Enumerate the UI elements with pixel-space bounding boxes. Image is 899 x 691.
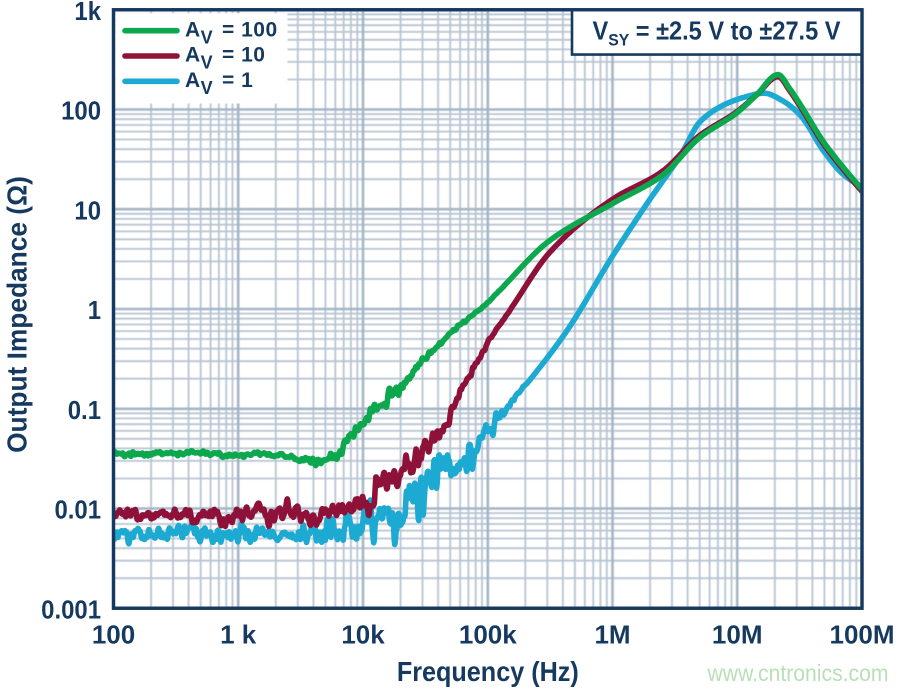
svg-text:Frequency (Hz): Frequency (Hz): [397, 656, 579, 688]
svg-text:10M: 10M: [712, 620, 763, 650]
svg-text:1M: 1M: [594, 620, 630, 650]
svg-text:Output Impedance (Ω): Output Impedance (Ω): [1, 176, 33, 453]
svg-text:10k: 10k: [341, 620, 385, 650]
svg-text:1k: 1k: [74, 0, 101, 26]
svg-text:www.cntronics.com: www.cntronics.com: [707, 660, 889, 686]
svg-text:100M: 100M: [829, 620, 894, 650]
svg-text:0.01: 0.01: [54, 496, 101, 525]
svg-text:100: 100: [92, 620, 135, 650]
svg-text:10: 10: [74, 197, 101, 226]
svg-text:1: 1: [88, 296, 101, 325]
svg-text:0.1: 0.1: [68, 396, 101, 425]
svg-text:0.001: 0.001: [41, 596, 101, 625]
svg-text:VSY = ±2.5 V to ±27.5 V: VSY = ±2.5 V to ±27.5 V: [593, 18, 842, 50]
svg-text:100: 100: [61, 97, 101, 126]
svg-text:1 k: 1 k: [220, 620, 257, 650]
svg-text:100k: 100k: [459, 620, 517, 650]
